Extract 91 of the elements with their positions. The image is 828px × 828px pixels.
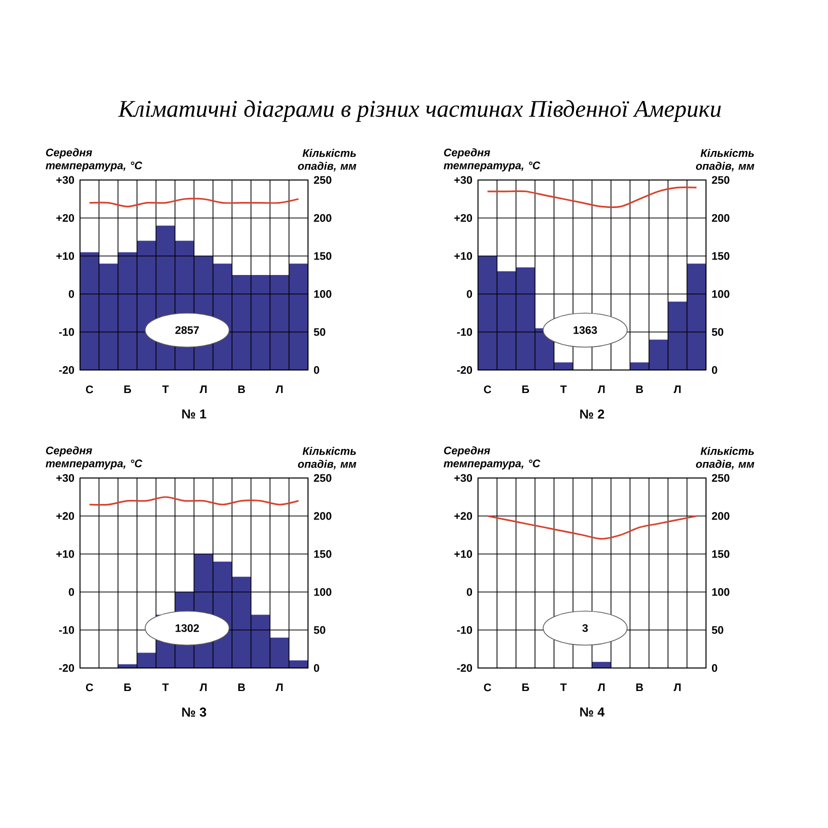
y2-tick-label: 200 <box>314 214 332 222</box>
y2-tick-label: 100 <box>314 588 332 596</box>
x-tick-label: В <box>636 386 643 394</box>
y2-tick-label: 0 <box>314 366 320 374</box>
y-tick-label: +20 <box>454 214 472 222</box>
y-tick-label: +10 <box>56 550 74 558</box>
y-tick-label: 0 <box>68 290 74 298</box>
y-tick-label: +20 <box>454 512 472 520</box>
y-tick-label: +10 <box>454 252 472 260</box>
x-tick-label: Л <box>276 684 283 692</box>
y2-tick-label: 50 <box>712 626 724 634</box>
x-tick-label: Б <box>522 386 530 394</box>
y2-tick-label: 50 <box>314 328 326 336</box>
y-tick-label: +30 <box>56 176 74 184</box>
x-tick-label: Л <box>598 386 605 394</box>
y-tick-label: +30 <box>454 474 472 482</box>
x-tick-label: В <box>238 684 245 692</box>
text: № 4 <box>580 708 605 716</box>
y-axis-title: Середня температура, °C <box>46 446 142 470</box>
y-tick-label: -10 <box>457 626 472 634</box>
y2-tick-label: 0 <box>712 366 718 374</box>
y2-axis-title: Кількість опадів, мм <box>696 446 754 470</box>
y-tick-label: 0 <box>466 588 472 596</box>
annotation: 3 <box>582 624 588 632</box>
x-tick-label: Л <box>200 386 207 394</box>
y2-tick-label: 250 <box>314 176 332 184</box>
y-tick-label: -20 <box>59 664 74 672</box>
y-tick-label: 0 <box>68 588 74 596</box>
y-tick-label: -10 <box>59 626 74 634</box>
line-series <box>486 186 698 208</box>
x-tick-label: Т <box>560 386 567 394</box>
annotation: 1363 <box>574 326 597 334</box>
y2-tick-label: 200 <box>712 512 730 520</box>
y2-axis-title: Кількість опадів, мм <box>298 446 356 470</box>
x-tick-label: Т <box>162 386 169 394</box>
x-tick-label: Л <box>674 386 681 394</box>
x-tick-label: С <box>484 684 492 692</box>
y2-tick-label: 100 <box>712 290 730 298</box>
x-tick-label: Б <box>124 684 132 692</box>
y-axis-title: Середня температура, °C <box>444 148 540 172</box>
y2-tick-label: 50 <box>712 328 724 336</box>
x-tick-label: С <box>86 386 94 394</box>
y2-tick-label: 200 <box>712 214 730 222</box>
x-tick-label: С <box>484 386 492 394</box>
y-tick-label: +20 <box>56 512 74 520</box>
x-tick-label: Б <box>124 386 132 394</box>
text: Кліматичні діаграми в різних частинах Південної Америки <box>118 100 721 122</box>
y-tick-label: -10 <box>59 328 74 336</box>
y-tick-label: +20 <box>56 214 74 222</box>
y-tick-label: +30 <box>56 474 74 482</box>
y2-tick-label: 250 <box>314 474 332 482</box>
x-tick-label: В <box>238 386 245 394</box>
y2-axis-title: Кількість опадів, мм <box>696 148 754 172</box>
y2-tick-label: 0 <box>314 664 320 672</box>
x-tick-label: Б <box>522 684 530 692</box>
x-tick-label: Т <box>560 684 567 692</box>
x-tick-label: В <box>636 684 643 692</box>
y2-tick-label: 250 <box>712 474 730 482</box>
x-tick-label: Л <box>598 684 605 692</box>
text: № 1 <box>182 410 206 418</box>
y-tick-label: +30 <box>454 176 472 184</box>
x-tick-label: Т <box>162 684 169 692</box>
y2-tick-label: 250 <box>712 176 730 184</box>
x-tick-label: Л <box>200 684 207 692</box>
y2-tick-label: 150 <box>314 252 332 260</box>
line-series <box>486 515 698 540</box>
y-axis-title: Середня температура, °C <box>46 148 142 172</box>
y2-tick-label: 50 <box>314 626 326 634</box>
y-tick-label: +10 <box>454 550 472 558</box>
x-tick-label: Л <box>276 386 283 394</box>
annotation: 1302 <box>176 624 199 632</box>
y-tick-label: +10 <box>56 252 74 260</box>
x-tick-label: Л <box>674 684 681 692</box>
y2-tick-label: 0 <box>712 664 718 672</box>
y2-tick-label: 100 <box>314 290 332 298</box>
y2-axis-title: Кількість опадів, мм <box>298 148 356 172</box>
y-tick-label: -20 <box>457 366 472 374</box>
y2-tick-label: 200 <box>314 512 332 520</box>
y-tick-label: -20 <box>59 366 74 374</box>
text: № 3 <box>182 708 206 717</box>
y2-tick-label: 150 <box>314 550 332 558</box>
y-tick-label: -10 <box>457 328 472 336</box>
y-tick-label: -20 <box>457 664 472 672</box>
y2-tick-label: 150 <box>712 550 730 558</box>
x-tick-label: С <box>86 684 94 692</box>
annotation: 2857 <box>175 326 199 334</box>
text: № 2 <box>580 410 604 419</box>
y2-tick-label: 100 <box>712 588 730 596</box>
y2-tick-label: 150 <box>712 252 730 260</box>
y-axis-title: Середня температура, °C <box>444 446 540 470</box>
y-tick-label: 0 <box>466 290 472 298</box>
